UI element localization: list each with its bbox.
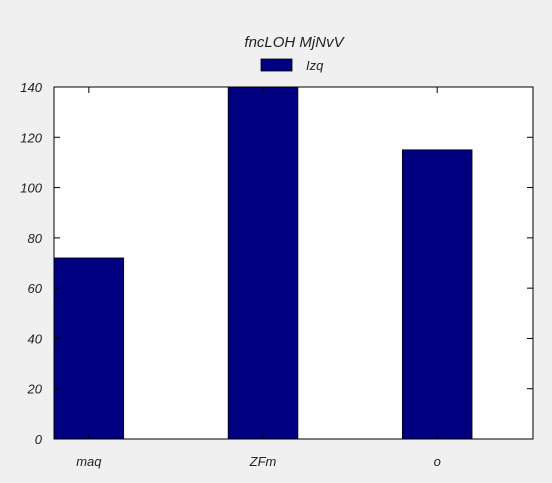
legend-label-izq: Izq [306, 58, 324, 73]
y-tick-label: 80 [28, 231, 43, 246]
bar-maq [53, 257, 125, 440]
plot-frame [53, 86, 534, 440]
x-axis: maq ZFm o [76, 87, 441, 469]
y-tick-label: 60 [28, 281, 43, 296]
legend: Izq [260, 58, 324, 73]
y-tick-label: 40 [28, 331, 43, 346]
legend-swatch-izq [260, 58, 293, 72]
x-tick-label-o: o [434, 454, 441, 469]
bar-zfm [227, 86, 299, 440]
y-tick-label: 100 [20, 181, 42, 196]
y-tick-label: 0 [35, 432, 43, 447]
y-tick-label: 120 [20, 130, 42, 145]
y-axis: 0 20 40 60 80 100 120 140 [20, 80, 533, 447]
bar-o [401, 149, 473, 440]
x-tick-label-zfm: ZFm [249, 454, 277, 469]
x-tick-label-maq: maq [76, 454, 102, 469]
y-tick-label: 140 [20, 80, 42, 95]
chart-title: fncLOH MjNvV [244, 34, 345, 51]
y-tick-label: 20 [27, 382, 43, 397]
bars-group [53, 86, 473, 440]
